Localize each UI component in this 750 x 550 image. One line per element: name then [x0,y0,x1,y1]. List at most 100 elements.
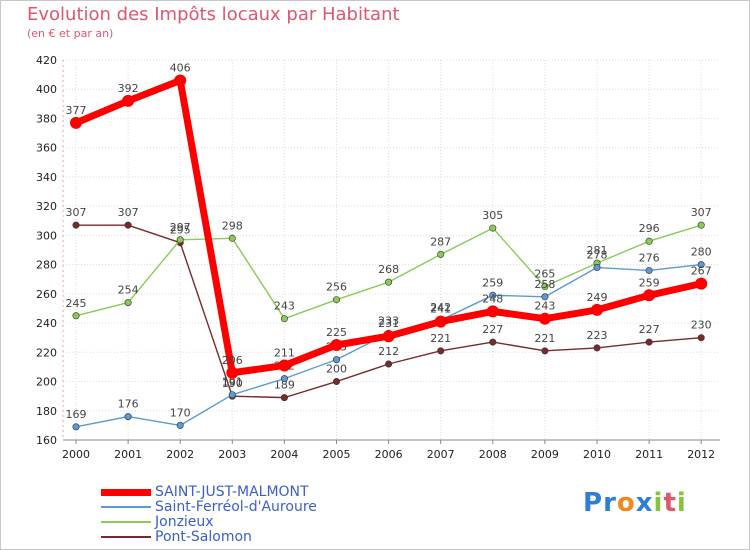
data-point-pont-salomon [593,344,601,352]
data-label-saint-just-malmont: 241 [430,303,451,316]
data-point-pont-salomon [541,347,549,355]
data-label-saint-ferr-ol-d-auroure: 233 [378,314,399,327]
x-tick-label: 2006 [375,448,403,461]
data-label-saint-ferr-ol-d-auroure: 258 [534,278,555,291]
logo-letter: o [616,488,636,518]
data-point-jonzieux [645,237,653,245]
y-tick-label: 280 [36,259,57,272]
y-tick-label: 400 [36,83,57,96]
legend-item: Pont-Salomon [101,529,252,545]
data-label-saint-ferr-ol-d-auroure: 170 [170,406,191,419]
x-tick-label: 2003 [218,448,246,461]
data-label-saint-just-malmont: 248 [482,292,503,305]
y-tick-label: 240 [36,317,57,330]
data-point-saint-ferr-ol-d-auroure [332,356,340,364]
x-tick-label: 2008 [479,448,507,461]
y-tick-label: 160 [36,434,57,447]
y-tick-label: 260 [36,288,57,301]
data-point-jonzieux [176,236,184,244]
data-label-saint-ferr-ol-d-auroure: 191 [222,376,243,389]
data-label-saint-ferr-ol-d-auroure: 242 [430,301,451,314]
data-label-saint-ferr-ol-d-auroure: 169 [66,408,87,421]
data-point-pont-salomon [385,360,393,368]
data-label-pont-salomon: 200 [326,363,347,376]
data-label-jonzieux: 305 [482,209,503,222]
data-point-pont-salomon [280,394,288,402]
data-label-pont-salomon: 227 [482,323,503,336]
y-tick-label: 200 [36,376,57,389]
x-tick-label: 2009 [531,448,559,461]
y-tick-label: 300 [36,229,57,242]
data-point-saint-just-malmont [70,116,82,129]
y-tick-label: 320 [36,200,57,213]
legend-item: Jonzieux [101,514,214,530]
legend-label: Pont-Salomon [155,529,252,545]
data-label-pont-salomon: 221 [534,332,555,345]
data-point-saint-just-malmont [643,289,656,302]
chart-title: Evolution des Impôts locaux par Habitant [27,4,400,25]
y-tick-label: 420 [36,54,57,67]
data-label-pont-salomon: 212 [378,345,399,358]
proxiti-logo: Proxiti [583,488,687,518]
data-label-pont-salomon: 190 [222,377,243,390]
data-label-jonzieux: 265 [534,268,555,281]
data-label-saint-just-malmont: 225 [326,326,347,339]
data-point-saint-just-malmont [538,312,551,325]
data-label-saint-ferr-ol-d-auroure: 276 [639,251,660,264]
data-label-jonzieux: 297 [170,221,191,234]
data-point-jonzieux [489,224,497,232]
data-label-saint-ferr-ol-d-auroure: 259 [482,276,503,289]
data-point-saint-just-malmont [695,277,708,290]
x-tick-label: 2002 [166,448,194,461]
x-tick-label: 2000 [62,448,90,461]
data-point-saint-just-malmont [382,330,395,343]
data-label-jonzieux: 298 [222,219,243,232]
legend-label: Jonzieux [155,514,214,530]
data-label-saint-just-malmont: 406 [170,61,191,74]
legend-swatch [101,521,151,523]
data-point-saint-ferr-ol-d-auroure [124,413,132,421]
data-point-saint-just-malmont [330,339,343,351]
x-tick-label: 2012 [687,448,715,461]
y-tick-label: 180 [36,405,57,418]
legend-label: Saint-Ferréol-d'Auroure [155,499,317,515]
legend-label: SAINT-JUST-MALMONT [155,484,309,500]
data-point-jonzieux [228,234,236,242]
data-label-pont-salomon: 227 [639,323,660,336]
chart-subtitle: (en € et par an) [27,27,114,40]
data-point-saint-ferr-ol-d-auroure [176,421,184,429]
logo-letter: i [676,488,687,518]
data-label-saint-just-malmont: 243 [534,300,555,313]
data-point-jonzieux [124,299,132,307]
y-tick-label: 360 [36,142,57,155]
data-label-saint-just-malmont: 231 [378,317,399,330]
data-point-saint-ferr-ol-d-auroure [645,266,653,274]
data-point-jonzieux [385,278,393,286]
legend-item: SAINT-JUST-MALMONT [101,484,309,500]
data-point-saint-just-malmont [278,359,291,372]
data-label-pont-salomon: 189 [274,379,295,392]
data-point-saint-ferr-ol-d-auroure [593,264,601,272]
data-label-saint-ferr-ol-d-auroure: 278 [587,249,608,262]
data-label-saint-just-malmont: 377 [66,104,87,117]
data-point-pont-salomon [72,221,80,229]
data-point-saint-ferr-ol-d-auroure [72,423,80,431]
data-label-pont-salomon: 295 [170,224,191,237]
data-label-saint-just-malmont: 211 [274,346,295,359]
logo-letter: x [635,488,654,518]
data-point-jonzieux [332,296,340,304]
data-label-jonzieux: 287 [430,235,451,248]
data-label-jonzieux: 268 [378,263,399,276]
data-label-pont-salomon: 221 [430,332,451,345]
data-label-pont-salomon: 307 [118,206,139,219]
data-label-saint-ferr-ol-d-auroure: 176 [118,398,139,411]
data-point-pont-salomon [437,347,445,355]
data-point-jonzieux [437,250,445,258]
data-point-saint-ferr-ol-d-auroure [541,293,549,301]
data-point-pont-salomon [697,334,705,342]
x-tick-label: 2004 [270,448,298,461]
data-label-saint-just-malmont: 259 [639,276,660,289]
data-point-pont-salomon [489,338,497,346]
data-point-saint-ferr-ol-d-auroure [228,391,236,399]
logo-letter: P [583,488,604,518]
